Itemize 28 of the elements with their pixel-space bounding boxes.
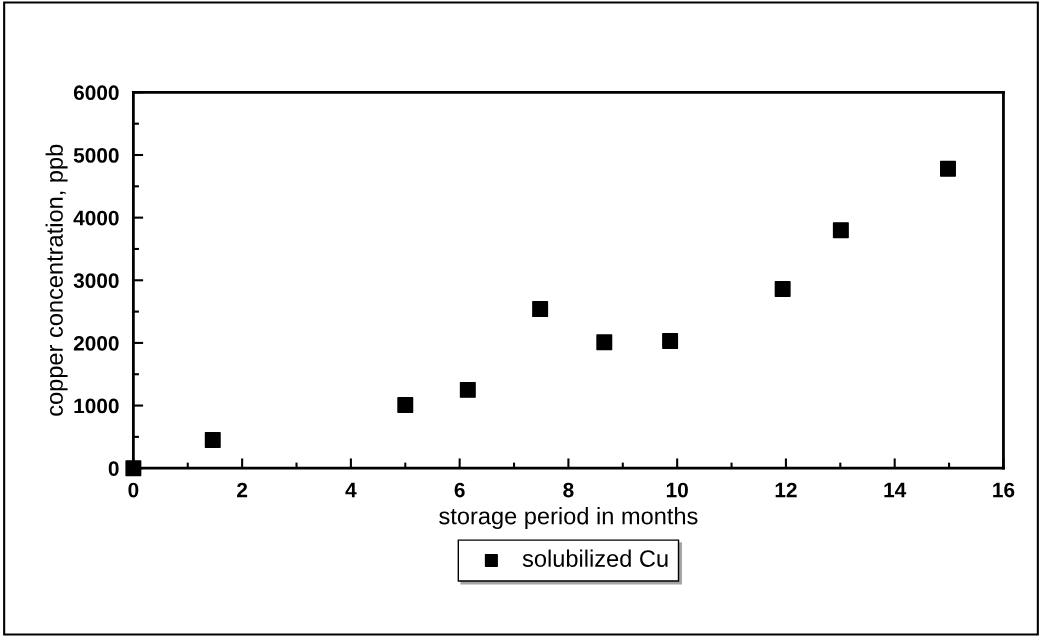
y-tick-label: 0 [108,461,119,476]
x-tick-label: 4 [345,482,357,498]
y-tick-label: 2000 [73,335,119,351]
point [596,334,613,351]
legend-label: solubilized Cu [522,549,668,567]
point [832,222,849,239]
y-tick-label: 1000 [74,398,119,414]
x-tick-label: 2 [237,482,248,498]
x-tick-label: 12 [775,482,797,498]
point [397,396,414,413]
point [204,432,221,448]
point [940,160,956,177]
y-tick-label: 5000 [73,148,119,163]
y-tick-label: 4000 [73,210,119,226]
x-tick-label: 8 [563,482,574,498]
point [532,301,549,318]
x-tick-label: 14 [884,482,907,498]
x-tick-label: 16 [993,482,1015,498]
y-tick-label: 3000 [73,273,119,289]
y-axis-title: copper concentration, ppb [45,144,68,416]
point [774,281,791,298]
point [662,333,679,350]
point [459,381,476,398]
x-tick-label: 10 [666,482,688,498]
x-tick-label: 6 [454,482,465,498]
y-tick-label: 6000 [73,85,119,101]
x-tick-label: 0 [128,482,139,498]
x-axis-title: storage period in months [439,507,698,530]
